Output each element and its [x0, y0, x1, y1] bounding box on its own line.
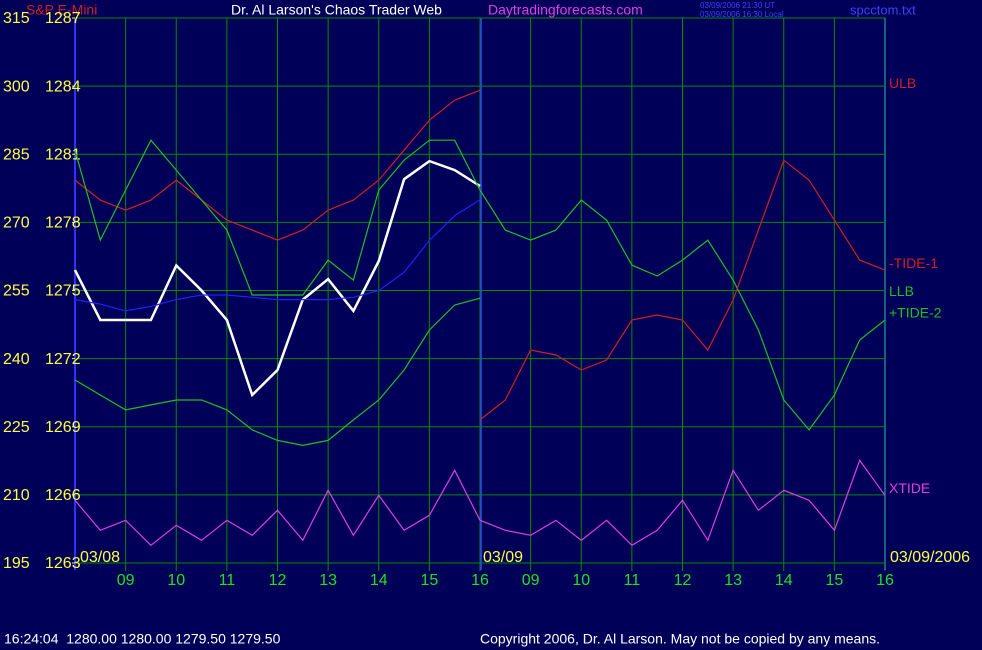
y-tick-label: 285 — [3, 146, 30, 163]
legend-label: LLB — [889, 283, 914, 299]
series-line — [74, 139, 886, 431]
y-tick-label: 240 — [3, 351, 30, 368]
site-url: Daytradingforecasts.com — [488, 2, 643, 18]
y2-tick-label: 1281 — [45, 146, 81, 163]
x-tick-label: 10 — [167, 572, 185, 589]
y-tick-label: 210 — [3, 487, 30, 504]
series-line — [74, 199, 481, 312]
y2-tick-label: 1269 — [45, 419, 81, 436]
x-tick-label: 09 — [522, 572, 540, 589]
quote: 16:24:04 1280.00 1280.00 1279.50 1279.50 — [4, 631, 281, 647]
y-tick-label: 255 — [3, 283, 30, 300]
series-line — [479, 159, 886, 421]
y2-tick-label: 1278 — [45, 215, 81, 232]
x-tick-label: 12 — [269, 572, 287, 589]
y2-tick-label: 1272 — [45, 351, 81, 368]
x-tick-label: 13 — [724, 572, 742, 589]
legend-label: ULB — [889, 75, 916, 91]
x-tick-label: 14 — [370, 572, 388, 589]
date-label: 03/09 — [483, 549, 523, 566]
series-line — [74, 89, 481, 241]
legend-label: +TIDE-2 — [889, 305, 942, 321]
series-line — [74, 297, 481, 447]
legend-label: XTIDE — [889, 480, 930, 496]
file-name: spcctom.txt — [850, 2, 916, 17]
site-title: Dr. Al Larson's Chaos Trader Web — [231, 2, 442, 18]
time-ut: 03/09/2006 21:30 UT — [700, 1, 775, 10]
date-label: 03/09/2006 — [890, 549, 970, 566]
y2-tick-label: 1263 — [45, 555, 81, 572]
series-line — [74, 459, 886, 547]
legend-label: -TIDE-1 — [889, 255, 938, 271]
date-label: 03/08 — [80, 549, 120, 566]
x-tick-label: 10 — [572, 572, 590, 589]
symbol: S&P E-Mini — [26, 2, 97, 18]
x-tick-label: 16 — [471, 572, 489, 589]
y-tick-label: 315 — [3, 10, 30, 27]
y-tick-label: 195 — [3, 555, 30, 572]
x-tick-label: 15 — [825, 572, 843, 589]
copyright: Copyright 2006, Dr. Al Larson. May not b… — [480, 631, 880, 647]
time-local: 03/09/2006 16:30 Local — [700, 10, 784, 19]
x-tick-label: 11 — [219, 572, 236, 589]
x-tick-label: 14 — [775, 572, 793, 589]
y2-tick-label: 1275 — [45, 283, 81, 300]
y-tick-label: 300 — [3, 78, 30, 95]
y-tick-label: 225 — [3, 419, 30, 436]
x-tick-label: 13 — [319, 572, 337, 589]
y2-tick-label: 1266 — [45, 487, 81, 504]
x-tick-label: 16 — [876, 572, 894, 589]
x-tick-label: 09 — [117, 572, 135, 589]
y2-tick-label: 1284 — [45, 78, 81, 95]
x-tick-label: 11 — [624, 572, 641, 589]
y-tick-label: 270 — [3, 215, 30, 232]
series-line — [73, 159, 481, 398]
y2-tick-label: 1287 — [45, 10, 81, 27]
x-tick-label: 15 — [420, 572, 438, 589]
x-tick-label: 12 — [674, 572, 692, 589]
